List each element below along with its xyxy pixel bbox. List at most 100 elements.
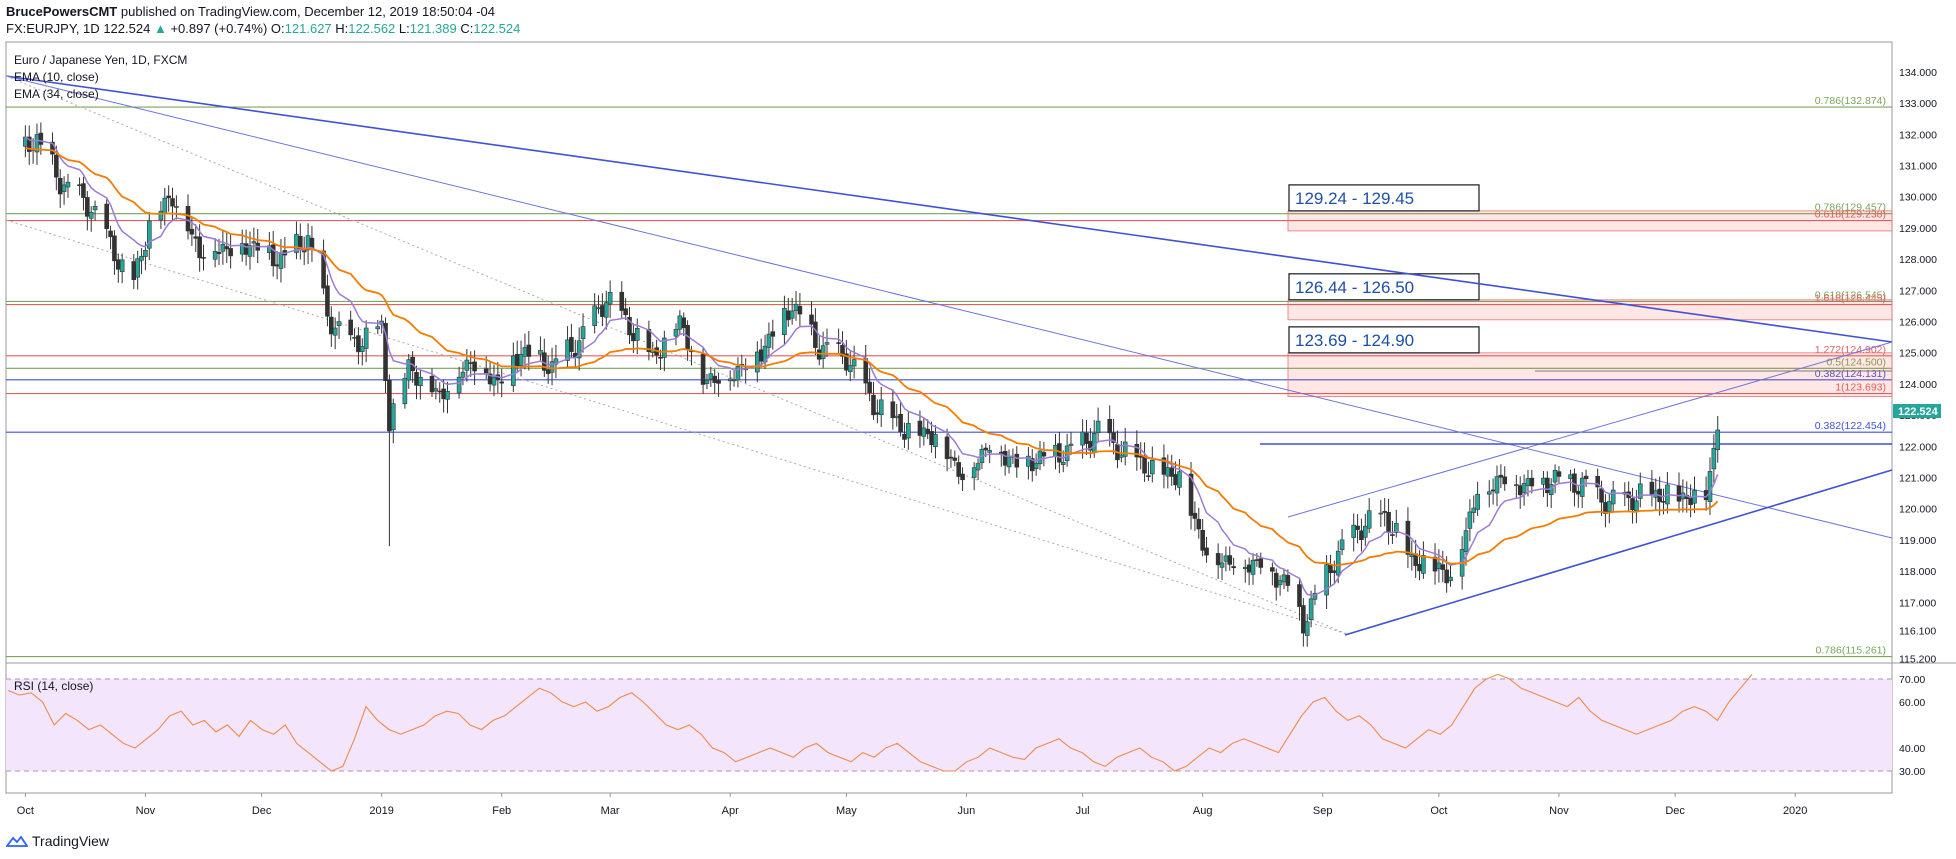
- candle-body: [414, 371, 419, 386]
- candle-body: [387, 379, 392, 432]
- high-label: H:: [335, 21, 349, 36]
- candle-body: [1002, 450, 1008, 466]
- candle-body: [1231, 566, 1236, 569]
- candle-body: [758, 349, 764, 362]
- candle-body: [170, 198, 175, 207]
- candle-body: [514, 353, 520, 367]
- candle-body: [1502, 476, 1508, 485]
- candle-body: [1606, 501, 1612, 512]
- candle-body: [445, 390, 450, 400]
- candle-body: [1192, 512, 1198, 519]
- rsi-legend: RSI (14, close): [14, 679, 93, 693]
- candle-body: [57, 177, 63, 195]
- candle-body: [143, 249, 148, 257]
- price-axis[interactable]: 134.000 133.000 132.000 131.000 130.000 129.0…: [1899, 67, 1937, 666]
- candle-body: [1312, 592, 1318, 600]
- price-tick: 120.000: [1899, 504, 1937, 516]
- candle-body: [1498, 474, 1504, 478]
- zone-label: 129.24 - 129.45: [1295, 189, 1414, 208]
- candle-body: [85, 197, 90, 217]
- candle-body: [1119, 454, 1124, 458]
- candle-body: [1351, 524, 1356, 538]
- candle-body: [363, 327, 369, 349]
- symbol-label: FX:EURJPY, 1D: [6, 21, 100, 36]
- candle-body: [1529, 477, 1535, 487]
- candle-body: [820, 345, 826, 359]
- candle-body: [1634, 500, 1639, 512]
- candle-body: [1610, 489, 1616, 505]
- candle-body: [785, 310, 791, 321]
- candle-body: [1521, 483, 1527, 493]
- candle-body: [54, 154, 59, 178]
- candle-body: [456, 376, 462, 394]
- candle-body: [1676, 485, 1682, 502]
- candle-body: [898, 413, 903, 432]
- candle-body: [712, 375, 718, 383]
- candle-body: [677, 315, 683, 330]
- candle-body: [92, 205, 98, 211]
- candle-body: [681, 317, 687, 329]
- candle-body: [1161, 457, 1167, 475]
- candle-body: [1486, 491, 1492, 495]
- candle-body: [522, 347, 528, 357]
- candle-body: [658, 357, 663, 359]
- time-axis[interactable]: Oct Nov Dec 2019 Feb Mar Apr May Jun Jul Aug Sep Oct…: [17, 793, 1808, 817]
- ema-34-legend: EMA (34, close): [14, 87, 99, 101]
- rsi-line: [7, 673, 1753, 772]
- time-tick: Aug: [1193, 805, 1213, 817]
- time-tick: Oct: [1430, 805, 1447, 817]
- candle-body: [270, 244, 276, 267]
- candle-body: [1525, 478, 1531, 486]
- price-tick: 129.000: [1899, 223, 1937, 235]
- candle-body: [565, 339, 570, 361]
- time-tick: Feb: [492, 805, 511, 817]
- candle-body: [1041, 452, 1047, 457]
- candle-body: [1463, 530, 1469, 553]
- candle-body: [731, 379, 737, 382]
- dotted-channel-lower: [5, 219, 1348, 635]
- candle-body: [789, 310, 795, 319]
- zone-label-box: [1288, 326, 1480, 354]
- candle-body: [863, 358, 869, 384]
- candle-body: [1080, 431, 1085, 446]
- candle-body: [1514, 484, 1519, 486]
- candle-body: [824, 342, 830, 345]
- candle-body: [329, 316, 334, 335]
- candle-body: [526, 344, 532, 357]
- candle-body: [1390, 534, 1395, 536]
- candle-body: [433, 388, 439, 392]
- price-tick: 124.000: [1899, 379, 1937, 391]
- candle-body: [1409, 554, 1415, 558]
- publish-info: BrucePowersCMT published on TradingView.…: [6, 4, 495, 19]
- candle-body: [987, 450, 992, 453]
- zone-label: 123.69 - 124.90: [1295, 331, 1414, 350]
- candle-body: [1328, 564, 1333, 574]
- candle-body: [851, 359, 857, 367]
- candle-body: [189, 228, 195, 235]
- fib-level-label: 0.618(126.545): [1815, 289, 1886, 301]
- candle-body: [793, 303, 799, 311]
- candle-body: [1661, 501, 1666, 503]
- candle-body: [1177, 471, 1182, 488]
- candle-body: [600, 305, 605, 317]
- candle-body: [1273, 572, 1279, 588]
- candle-body: [135, 258, 140, 278]
- price-tick: 126.000: [1899, 317, 1937, 329]
- time-tick: 2020: [1783, 805, 1807, 817]
- last-price-box: [1893, 404, 1941, 418]
- candle-body: [735, 366, 741, 381]
- tradingview-logo[interactable]: TradingView: [6, 833, 109, 849]
- candle-body: [112, 235, 117, 262]
- candle-body: [1204, 547, 1209, 556]
- candle-body: [274, 264, 280, 267]
- long-downtrend-line: [5, 75, 1893, 343]
- time-tick: Jun: [958, 805, 976, 817]
- candle-body: [1254, 559, 1260, 561]
- candle-body: [1084, 432, 1089, 444]
- candle-body: [1637, 483, 1643, 499]
- candle-body: [1068, 443, 1074, 446]
- candle-body: [193, 236, 199, 239]
- time-tick: Sep: [1313, 805, 1333, 817]
- candle-body: [402, 377, 408, 405]
